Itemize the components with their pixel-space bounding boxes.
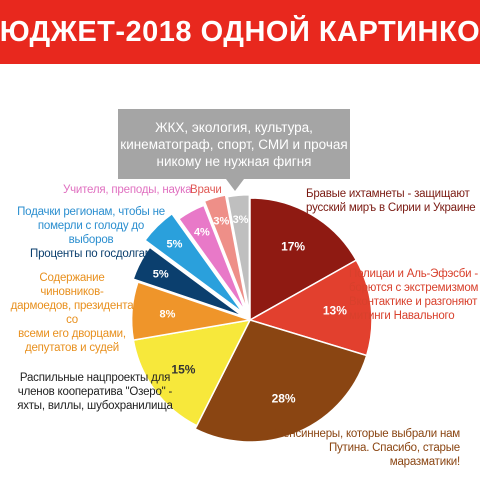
desc-line: митинги Навального [349,310,455,322]
slice-percent-label: 17% [281,239,305,253]
slice-description-police: Полицаи и Аль-Эфэсби - борются с экстрем… [349,267,478,323]
slice-description-pensioners: Пенсиннеры, которые выбрали нам Путина. … [260,427,460,469]
callout-arrow [226,179,244,191]
slice-percent-label: 13% [323,304,347,318]
callout-line: ЖКХ, экология, культура, [155,119,313,135]
pie-slice [143,212,244,314]
desc-line: Пенсиннеры, которые выбрали нам [275,428,460,440]
slice-percent-label: 28% [272,392,296,406]
slice-description-teachers: Учителя, преподы, наука [63,183,192,197]
desc-line: русский миръ в Сирии и Украине [306,202,476,214]
slice-percent-label: 5% [167,238,183,250]
slice-description-officials: Содержание чиновников- дармоедов, презид… [8,271,136,355]
desc-line: Вконтактике и разгоняют [349,296,478,308]
desc-line: Полицаи и Аль-Эфэсби - [349,268,478,280]
title-bar: БЮДЖЕТ-2018 ОДНОЙ КАРТИНКОЙ [0,0,480,64]
desc-line: Учителя, преподы, наука [63,184,192,196]
slice-percent-label: 5% [153,268,169,280]
desc-line: яхты, виллы, шубохранилища [17,400,173,412]
pie-slice [132,246,244,318]
pie-slice [132,319,252,427]
desc-line: Врачи [190,184,222,196]
slice-percent-label: 15% [171,362,195,376]
pie-slice [248,259,373,357]
slice-description-military: Бравые ихтамнеты - защищают русский миръ… [306,187,476,215]
desc-line: дармоедов, президента со [10,300,134,326]
page-title: БЮДЖЕТ-2018 ОДНОЙ КАРТИНКОЙ [0,15,480,48]
slice-description-doctors: Врачи [190,183,222,197]
pie-slice [203,194,249,312]
pie-slice [226,193,251,314]
desc-line: померли с голоду до выборов [37,220,145,246]
desc-line: членов кооператива "Озеро" - [17,386,173,398]
slice-percent-label: 4% [194,226,210,238]
pie-slice [194,319,368,443]
other-expenses-callout: ЖКХ, экология, культура, кинематограф, с… [118,109,350,179]
slice-description-national-projects: Распильные нацпроекты для членов коопера… [10,371,180,413]
desc-line: Проценты по госдолгам [30,248,153,260]
pie-slice [249,197,358,322]
desc-line: Бравые ихтамнеты - защищают [306,188,470,200]
pie-slice [177,204,247,313]
desc-line: Подачки регионам, чтобы не [17,206,165,218]
slice-percent-label: 8% [159,309,175,321]
desc-line: депутатов и судей [24,342,120,354]
slice-percent-label: 3% [233,214,249,226]
pie-slice [130,281,251,342]
desc-line: Путина. Спасибо, старые маразматики! [328,442,460,468]
callout-line: кинематограф, спорт, СМИ и прочая [120,136,348,152]
desc-line: Содержание чиновников- [39,272,105,298]
slice-description-debt: Проценты по госдолгам [30,247,153,261]
desc-line: Распильные нацпроекты для [19,372,171,384]
slice-description-regions: Подачки регионам, чтобы не померли с гол… [16,205,166,247]
desc-line: борются с экстремизмом [349,282,479,294]
desc-line: всеми его дворцами, [18,328,126,340]
slice-percent-label: 3% [213,215,229,227]
callout-line: никому не нужная фигня [156,153,312,169]
